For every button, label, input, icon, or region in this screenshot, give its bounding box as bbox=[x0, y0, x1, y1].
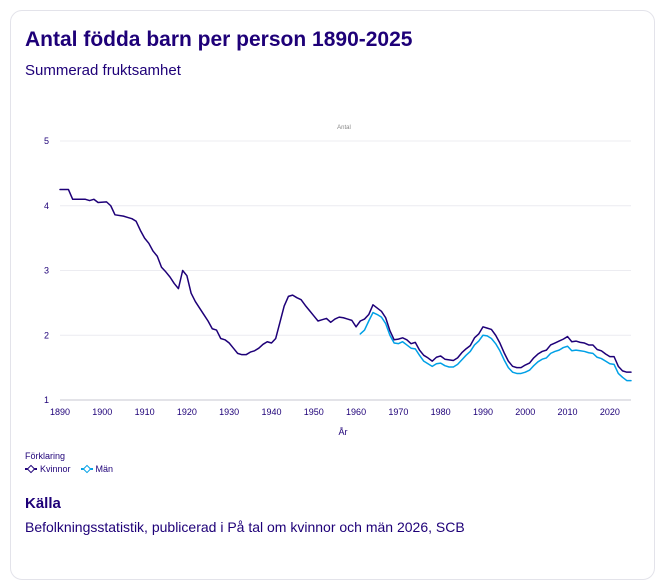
chart-card bbox=[10, 10, 655, 580]
x-tick-label: 1890 bbox=[50, 407, 70, 417]
legend-title: Förklaring bbox=[25, 451, 66, 461]
x-tick-label: 1920 bbox=[177, 407, 197, 417]
y-axis-label: Antal bbox=[337, 125, 351, 131]
legend-item-man[interactable]: Män bbox=[80, 464, 114, 474]
legend-item-kvinnor[interactable]: Kvinnor bbox=[25, 464, 71, 474]
y-tick-label: 5 bbox=[44, 136, 49, 146]
x-tick-label: 1990 bbox=[473, 407, 493, 417]
y-ticks: 1 2 3 4 5 bbox=[44, 136, 49, 405]
source-title: Källa bbox=[25, 495, 61, 512]
y-tick-label: 3 bbox=[44, 266, 49, 276]
y-tick-label: 4 bbox=[44, 201, 49, 211]
source-text: Befolkningsstatistik, publicerad i På ta… bbox=[25, 519, 465, 535]
x-tick-label: 2020 bbox=[600, 407, 620, 417]
legend-label-man: Män bbox=[95, 464, 114, 474]
grid bbox=[60, 140, 631, 401]
x-tick-label: 1930 bbox=[219, 407, 239, 417]
x-tick-label: 1960 bbox=[346, 407, 366, 417]
x-ticks: 1890 1900 1910 1920 1930 1940 1950 1960 1970 1980… bbox=[50, 407, 620, 417]
series-line-kvinnor[interactable] bbox=[59, 188, 632, 373]
y-tick-label: 1 bbox=[44, 395, 49, 405]
x-tick-label: 2000 bbox=[515, 407, 535, 417]
series-lines bbox=[59, 188, 632, 382]
legend-marker-man bbox=[80, 465, 93, 473]
x-tick-label: 1970 bbox=[388, 407, 408, 417]
chart-title: Antal födda barn per person 1890-2025 bbox=[25, 28, 413, 51]
y-tick-label: 2 bbox=[44, 330, 49, 340]
x-axis-label: År bbox=[339, 427, 348, 437]
legend-label-kvinnor: Kvinnor bbox=[40, 464, 71, 474]
legend-marker-kvinnor bbox=[25, 465, 37, 473]
chart-subtitle: Summerad fruktsamhet bbox=[25, 62, 181, 76]
x-tick-label: 1910 bbox=[135, 407, 155, 417]
x-tick-label: 1980 bbox=[431, 407, 451, 417]
series-line-man[interactable] bbox=[359, 311, 632, 382]
x-tick-label: 2010 bbox=[558, 407, 578, 417]
x-tick-label: 1950 bbox=[304, 407, 324, 417]
x-tick-label: 1940 bbox=[261, 407, 281, 417]
x-tick-label: 1900 bbox=[92, 407, 112, 417]
legend: Kvinnor Män bbox=[25, 464, 113, 474]
